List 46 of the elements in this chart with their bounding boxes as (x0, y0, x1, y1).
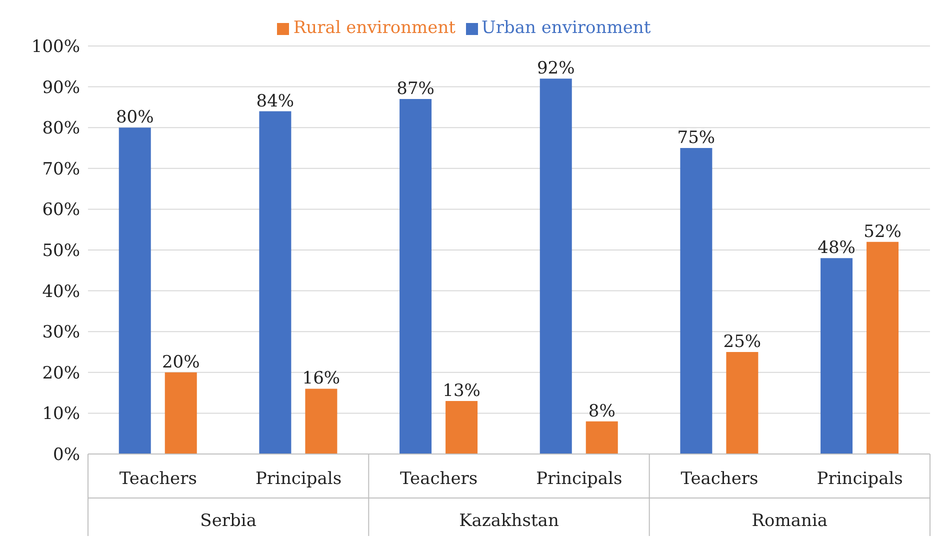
y-tick-label: 70% (42, 159, 80, 180)
text: Romania (752, 511, 828, 531)
y-tick-label: 0% (53, 445, 80, 466)
bar (726, 352, 758, 454)
data-label: 75% (677, 128, 716, 148)
bar (118, 128, 151, 454)
data-label: 52% (864, 222, 902, 242)
x-tick-label: Principals (536, 469, 622, 489)
bar (259, 111, 292, 454)
text: Serbia (200, 511, 256, 531)
x-tick-label: Teachers (119, 469, 197, 489)
y-tick-label: 30% (42, 322, 80, 343)
x-tick-label: Teachers (400, 469, 478, 489)
data-label: 16% (302, 368, 340, 389)
y-tick-label: 20% (42, 363, 80, 384)
data-label: 92% (536, 58, 575, 79)
data-label: 84% (256, 91, 294, 112)
y-tick-label: 10% (42, 404, 80, 424)
data-label: 8% (588, 401, 616, 422)
bar (305, 388, 338, 454)
y-tick-label: 50% (42, 241, 80, 262)
y-tick-label: 80% (42, 118, 80, 139)
data-label: 48% (818, 238, 856, 258)
bar (400, 99, 432, 454)
data-label: 13% (442, 380, 480, 401)
bar (680, 148, 712, 454)
data-label: 20% (162, 352, 200, 372)
data-label: 25% (723, 332, 762, 352)
bar (446, 400, 478, 454)
x-tick-label: Principals (816, 469, 903, 489)
bar (164, 372, 197, 454)
y-tick-label: 40% (42, 282, 80, 302)
bar (820, 258, 853, 454)
bar (866, 242, 899, 454)
data-label: 87% (396, 79, 434, 100)
text: Kazakhstan (459, 511, 559, 531)
x-tick-label: Teachers (680, 469, 758, 489)
y-tick-label: 100% (31, 37, 80, 58)
x-tick-label: Principals (255, 469, 342, 489)
data-label: 80% (116, 108, 154, 128)
legend-label: Rural environment (293, 18, 456, 38)
legend-label: Urban environment (482, 18, 651, 38)
bar (586, 421, 618, 454)
y-tick-label: 90% (42, 78, 80, 98)
bar (540, 78, 572, 454)
y-tick-label: 60% (42, 200, 80, 220)
